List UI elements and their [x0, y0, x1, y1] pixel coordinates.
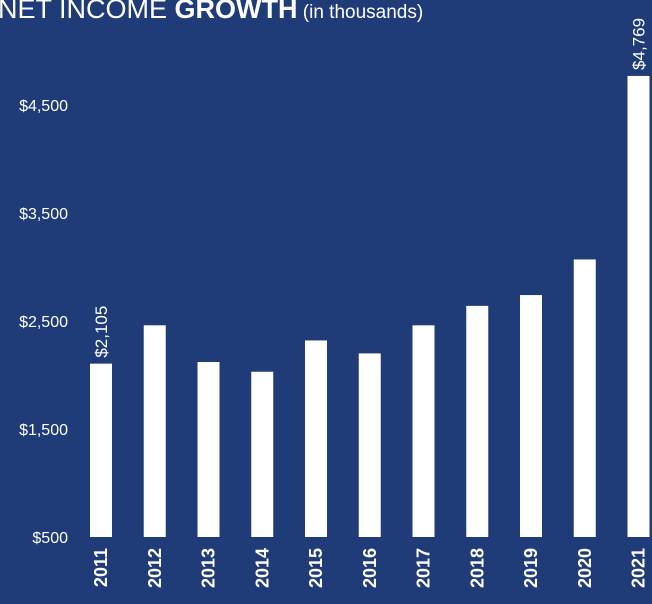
y-tick-label: $4,500 — [19, 98, 68, 115]
y-tick-label: $500 — [32, 530, 68, 547]
y-tick-label: $2,500 — [19, 314, 68, 331]
x-tick-label: 2012 — [145, 548, 165, 588]
bar-2013 — [197, 362, 220, 537]
x-tick-label: 2017 — [414, 548, 434, 588]
bar-2018 — [466, 305, 489, 537]
x-tick-label: 2020 — [575, 548, 595, 588]
y-tick-label: $3,500 — [19, 206, 68, 223]
x-tick-label: 2015 — [306, 548, 326, 588]
x-tick-label: 2011 — [91, 548, 111, 587]
bar-2015 — [305, 340, 327, 537]
x-tick-label: 2016 — [360, 548, 380, 588]
chart-title-units: (in thousands) — [297, 2, 424, 23]
y-tick-label: $1,500 — [19, 422, 68, 439]
bar-2020 — [573, 259, 596, 537]
chart-title: NET INCOME GROWTH (in thousands) — [0, 0, 423, 30]
x-tick-label: 2019 — [521, 548, 541, 588]
bar-2021 — [627, 75, 650, 537]
bar-2012 — [143, 325, 166, 537]
data-label: $4,769 — [630, 18, 649, 70]
chart-title-emphasis: GROWTH — [174, 0, 298, 24]
bar-2019 — [520, 295, 542, 537]
data-label: $2,105 — [92, 306, 111, 358]
x-tick-label: 2014 — [252, 548, 272, 588]
x-tick-label: 2018 — [467, 548, 487, 588]
bar-2016 — [358, 353, 381, 537]
chart-title-part1: NET INCOME — [0, 0, 175, 24]
x-tick-label: 2013 — [199, 548, 219, 588]
bar-2014 — [251, 371, 274, 537]
bar-2017 — [412, 325, 435, 537]
bar-2011 — [90, 363, 112, 537]
x-tick-label: 2021 — [629, 548, 649, 588]
